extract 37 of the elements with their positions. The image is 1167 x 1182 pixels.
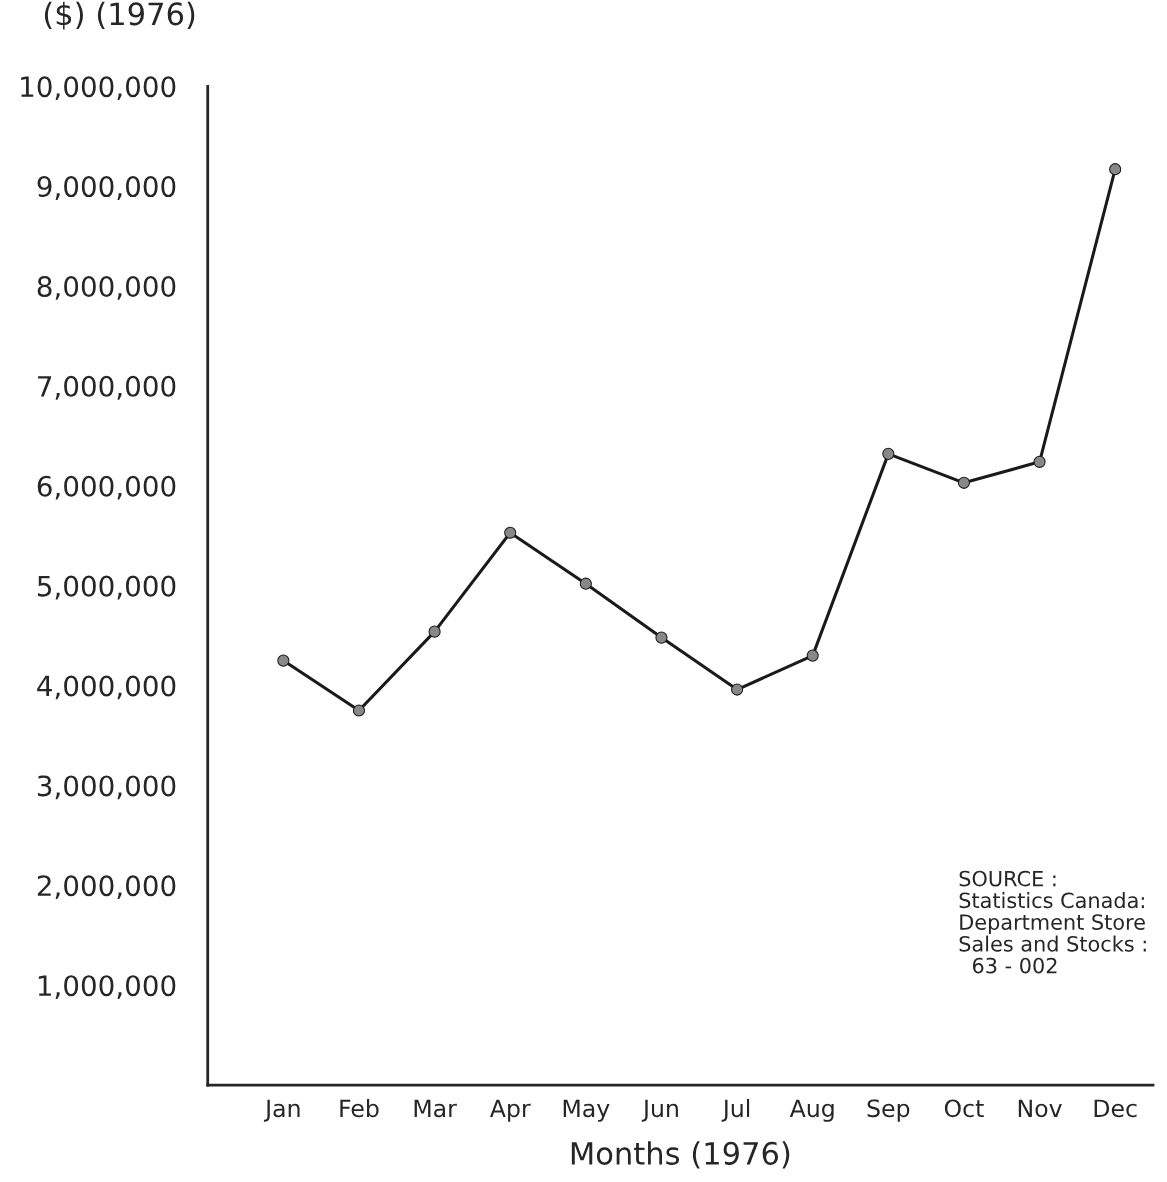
point (352, 704, 366, 717)
point (504, 526, 517, 539)
point (882, 447, 895, 460)
y-tick-label: 4,000,000 (37, 675, 176, 700)
x-tick-label: Apr (489, 1099, 531, 1122)
x-tick-label: Oct (944, 1099, 984, 1118)
x-tick-label: May (563, 1099, 610, 1122)
y-tick-label: 5,000,000 (37, 575, 176, 600)
point (579, 577, 592, 590)
y-tick-label: 3,000,000 (37, 775, 176, 800)
y-tick-label: 8,000,000 (37, 275, 176, 300)
y-tick-label: 2,000,000 (37, 875, 176, 900)
x-tick-label: Dec (1094, 1099, 1137, 1118)
point (731, 683, 744, 696)
y-tick-label: 1,000,000 (38, 975, 176, 999)
y-axis-title: ($) (1976) (44, 1, 195, 30)
x-tick-label: Jan (263, 1099, 300, 1122)
point (655, 631, 668, 644)
annotation: SOURCE : Statistics Canada: Department Store Sales and Stocks : 63 - 002 (959, 870, 1146, 974)
x-tick-label: Jun (641, 1099, 678, 1122)
x-tick-label: Aug (789, 1099, 834, 1122)
x-tick-label: Sep (867, 1099, 910, 1122)
point (277, 654, 290, 667)
point (428, 625, 441, 638)
point (806, 649, 819, 662)
point (957, 476, 971, 489)
y-tick-label: 6,000,000 (37, 475, 176, 500)
y-tick-label: 10,000,000 (21, 76, 176, 101)
point (1033, 455, 1046, 468)
point (1109, 163, 1122, 176)
x-tick-label: Nov (1018, 1099, 1062, 1118)
x-tick-label: Mar (414, 1099, 457, 1118)
x-tick-label: Feb (340, 1098, 379, 1118)
x-axis-title: Months (1976) (571, 1141, 790, 1169)
y-tick-label: 9,000,000 (37, 176, 176, 200)
x-tick-label: Jul (721, 1098, 750, 1122)
y-tick-label: 7,000,000 (38, 375, 176, 400)
